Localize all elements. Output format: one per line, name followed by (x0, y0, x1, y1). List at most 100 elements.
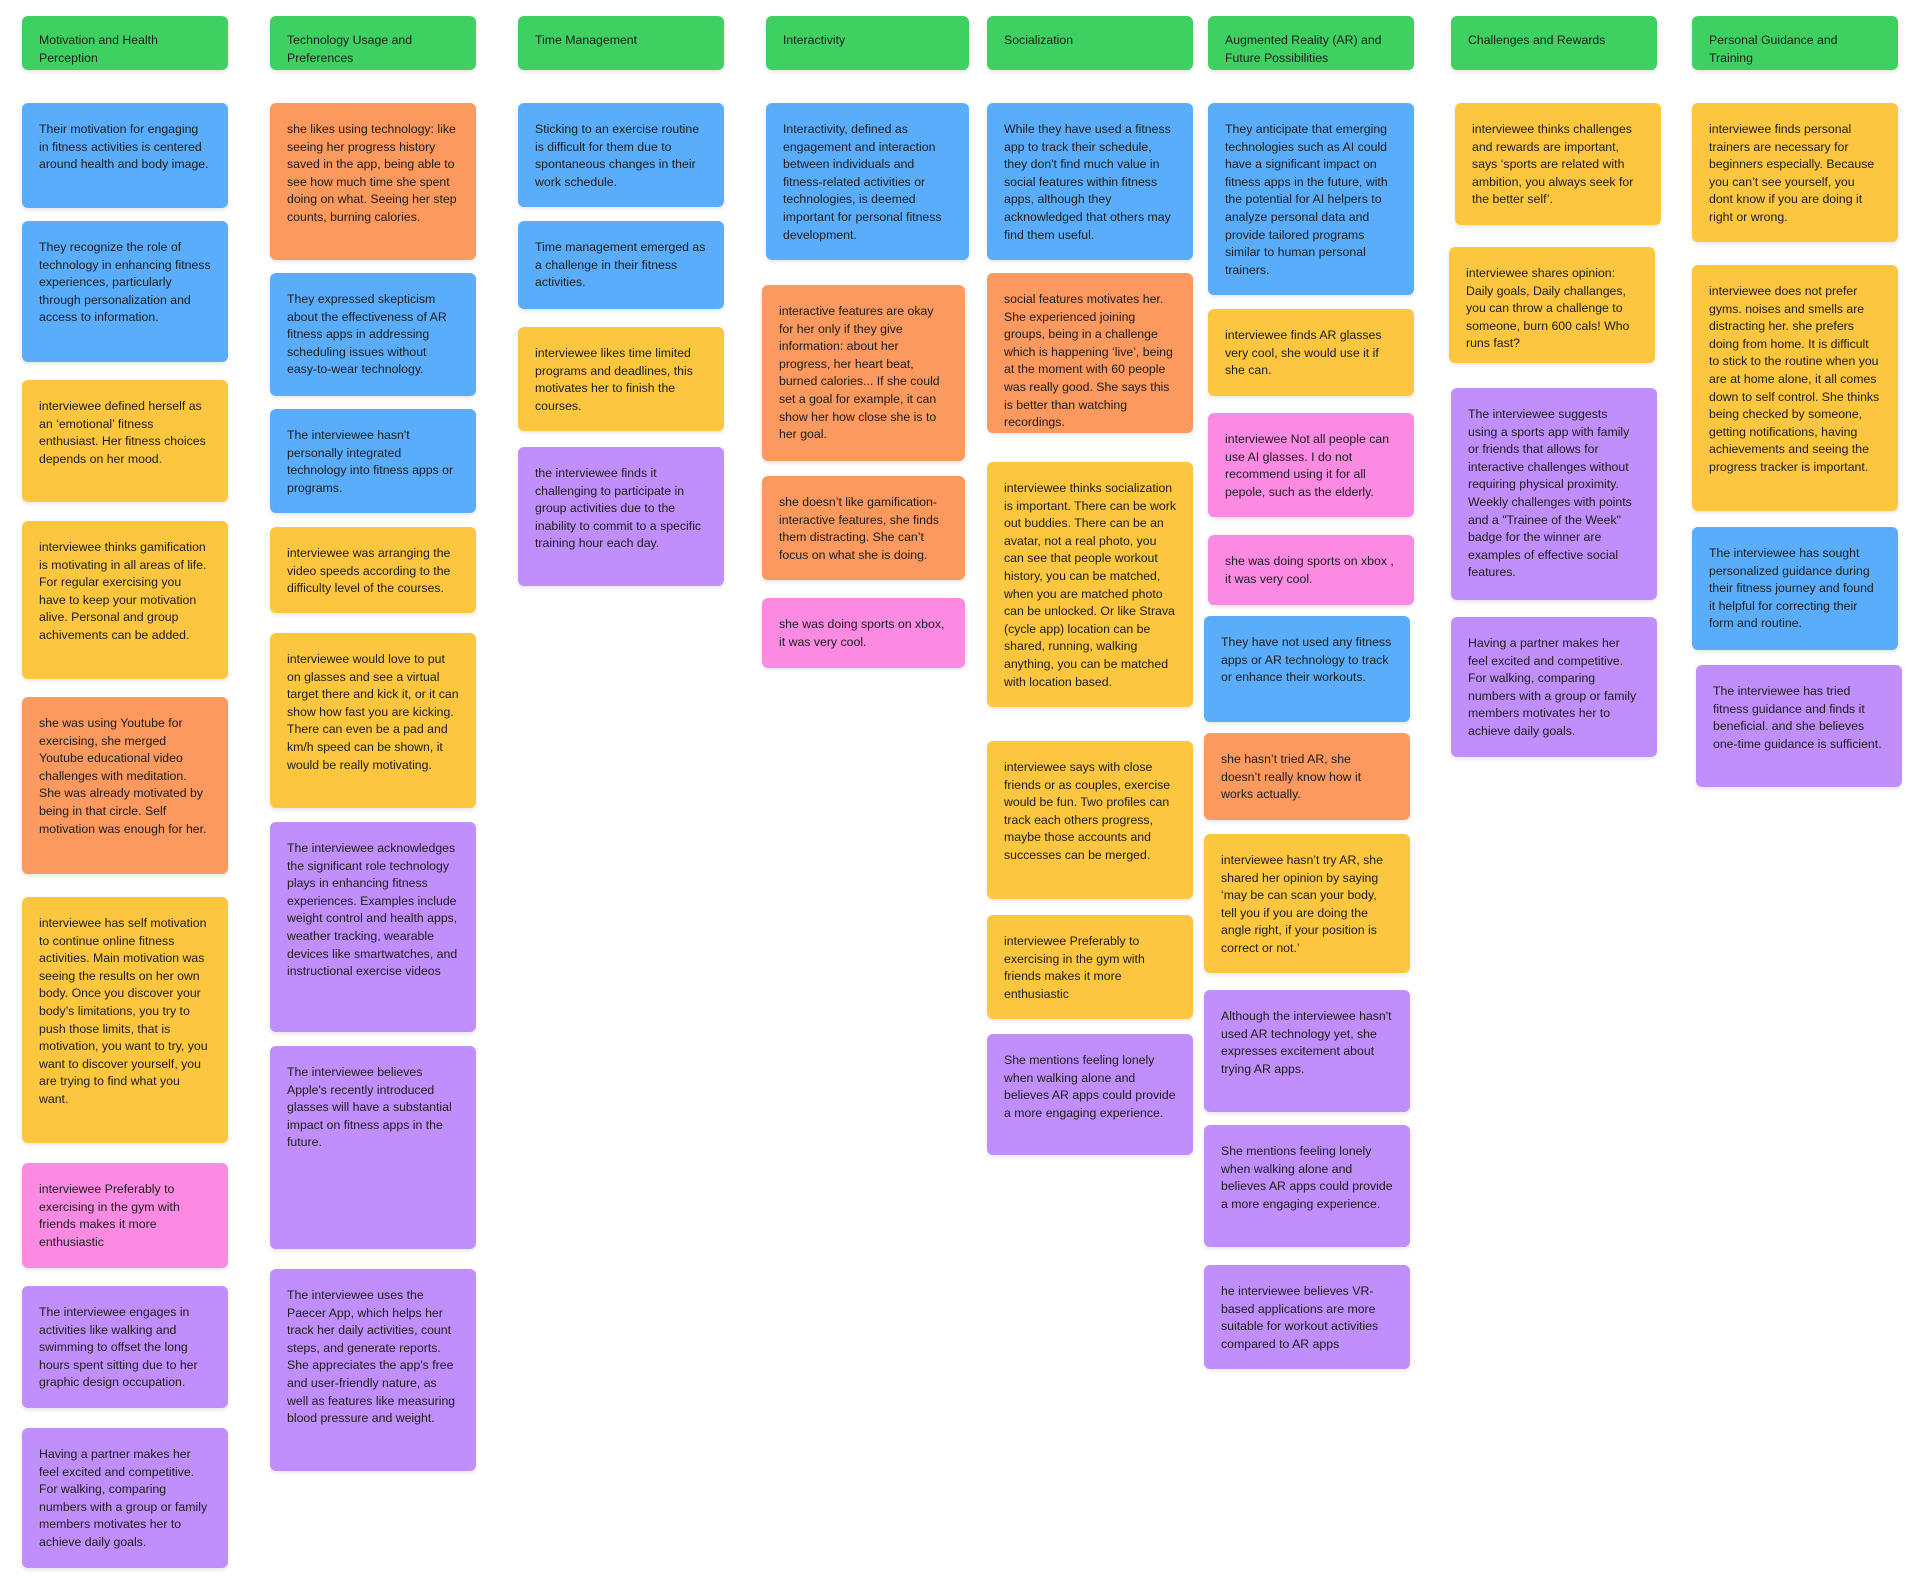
sticky-note[interactable]: she was using Youtube for exercising, sh… (22, 697, 228, 874)
sticky-note-text: They recognize the role of technology in… (39, 240, 211, 324)
sticky-note-text: interviewee has self motivation to conti… (39, 916, 208, 1106)
sticky-note-text: Technology Usage and Preferences (287, 33, 412, 65)
sticky-note[interactable]: she was doing sports on xbox , it was ve… (1208, 535, 1414, 605)
sticky-note[interactable]: Having a partner makes her feel excited … (1451, 617, 1657, 757)
sticky-note[interactable]: Sticking to an exercise routine is diffi… (518, 103, 724, 207)
sticky-note-text: interviewee defined herself as an ‘emoti… (39, 399, 206, 466)
sticky-note[interactable]: The interviewee acknowledges the signifi… (270, 822, 476, 1032)
sticky-note[interactable]: she hasn’t tried AR, she doesn’t really … (1204, 733, 1410, 820)
sticky-note-text: The interviewee acknowledges the signifi… (287, 841, 457, 978)
sticky-note-text: interviewee finds AR glasses very cool, … (1225, 328, 1382, 377)
sticky-note-text: Augmented Reality (AR) and Future Possib… (1225, 33, 1382, 65)
sticky-note[interactable]: interviewee thinks socialization is impo… (987, 462, 1193, 707)
sticky-note-text: Interactivity, defined as engagement and… (783, 122, 942, 242)
sticky-note[interactable]: The interviewee suggests using a sports … (1451, 388, 1657, 600)
sticky-note[interactable]: Interactivity, defined as engagement and… (766, 103, 969, 260)
sticky-note[interactable]: The interviewee believes Apple's recentl… (270, 1046, 476, 1249)
sticky-note-text: interviewee hasn’t try AR, she shared he… (1221, 853, 1383, 955)
sticky-note-text: interactive features are okay for her on… (779, 304, 940, 441)
sticky-note[interactable]: interviewee hasn’t try AR, she shared he… (1204, 834, 1410, 973)
sticky-note[interactable]: They anticipate that emerging technologi… (1208, 103, 1414, 295)
sticky-note-text: she was using Youtube for exercising, sh… (39, 716, 206, 836)
sticky-note-text: she likes using technology: like seeing … (287, 122, 457, 224)
sticky-note[interactable]: The interviewee hasn't personally integr… (270, 409, 476, 513)
sticky-note-text: interviewee was arranging the video spee… (287, 546, 450, 595)
sticky-note-text: She mentions feeling lonely when walking… (1004, 1053, 1176, 1120)
sticky-note-text: interviewee Preferably to exercising in … (1004, 934, 1145, 1001)
sticky-note-text: interviewee thinks socialization is impo… (1004, 481, 1176, 689)
sticky-note[interactable]: They have not used any fitness apps or A… (1204, 616, 1410, 722)
sticky-note[interactable]: interviewee thinks gamification is motiv… (22, 521, 228, 679)
sticky-note-text: interviewee thinks gamification is motiv… (39, 540, 206, 642)
sticky-note-text: Motivation and Health Perception (39, 33, 158, 65)
sticky-note-text: Having a partner makes her feel excited … (1468, 636, 1636, 738)
sticky-note[interactable]: The interviewee engages in activities li… (22, 1286, 228, 1408)
sticky-note[interactable]: interviewee shares opinion: Daily goals,… (1449, 247, 1655, 363)
sticky-note[interactable]: The interviewee uses the Paecer App, whi… (270, 1269, 476, 1471)
sticky-note[interactable]: interviewee has self motivation to conti… (22, 897, 228, 1143)
column-header[interactable]: Challenges and Rewards (1451, 16, 1657, 70)
column-header[interactable]: Socialization (987, 16, 1193, 70)
sticky-note[interactable]: interviewee would love to put on glasses… (270, 633, 476, 808)
column-header[interactable]: Time Management (518, 16, 724, 70)
sticky-note-text: The interviewee hasn't personally integr… (287, 428, 453, 495)
sticky-note-text: interviewee shares opinion: Daily goals,… (1466, 266, 1629, 350)
sticky-note-text: she was doing sports on xbox, it was ver… (779, 617, 944, 649)
sticky-note-text: They anticipate that emerging technologi… (1225, 122, 1388, 277)
sticky-note[interactable]: she doesn’t like gamification-interactiv… (762, 476, 965, 580)
column-header[interactable]: Augmented Reality (AR) and Future Possib… (1208, 16, 1414, 70)
sticky-note[interactable]: she likes using technology: like seeing … (270, 103, 476, 260)
sticky-note-text: the interviewee finds it challenging to … (535, 466, 701, 550)
column-header[interactable]: Personal Guidance and Training (1692, 16, 1898, 70)
column-header[interactable]: Interactivity (766, 16, 969, 70)
sticky-note-text: she doesn’t like gamification-interactiv… (779, 495, 939, 562)
sticky-note[interactable]: Their motivation for engaging in fitness… (22, 103, 228, 208)
sticky-note-text: While they have used a fitness app to tr… (1004, 122, 1171, 242)
sticky-note-text: she hasn’t tried AR, she doesn’t really … (1221, 752, 1361, 801)
sticky-note[interactable]: interviewee thinks challenges and reward… (1455, 103, 1661, 225)
sticky-note[interactable]: Having a partner makes her feel excited … (22, 1428, 228, 1568)
sticky-note[interactable]: the interviewee finds it challenging to … (518, 447, 724, 586)
sticky-note[interactable]: interviewee defined herself as an ‘emoti… (22, 380, 228, 502)
sticky-note[interactable]: interviewee finds personal trainers are … (1692, 103, 1898, 242)
sticky-note-text: Sticking to an exercise routine is diffi… (535, 122, 699, 189)
sticky-note[interactable]: interviewee was arranging the video spee… (270, 527, 476, 613)
sticky-note[interactable]: interviewee Preferably to exercising in … (22, 1163, 228, 1268)
sticky-note[interactable]: interviewee Preferably to exercising in … (987, 915, 1193, 1019)
sticky-note[interactable]: Time management emerged as a challenge i… (518, 221, 724, 309)
sticky-note[interactable]: She mentions feeling lonely when walking… (1204, 1125, 1410, 1247)
sticky-note-text: social features motivates her. She exper… (1004, 292, 1173, 429)
sticky-note[interactable]: She mentions feeling lonely when walking… (987, 1034, 1193, 1155)
sticky-note-text: Time Management (535, 33, 637, 47)
sticky-note-text: The interviewee uses the Paecer App, whi… (287, 1288, 455, 1425)
sticky-note-text: Personal Guidance and Training (1709, 33, 1838, 65)
sticky-note[interactable]: They recognize the role of technology in… (22, 221, 228, 362)
sticky-note[interactable]: he interviewee believes VR-based applica… (1204, 1265, 1410, 1369)
sticky-note[interactable]: interviewee Not all people can use AI gl… (1208, 413, 1414, 517)
sticky-note[interactable]: While they have used a fitness app to tr… (987, 103, 1193, 260)
sticky-note[interactable]: interviewee finds AR glasses very cool, … (1208, 309, 1414, 396)
sticky-note[interactable]: Although the interviewee hasn't used AR … (1204, 990, 1410, 1112)
sticky-note[interactable]: interactive features are okay for her on… (762, 285, 965, 461)
sticky-note-text: The interviewee engages in activities li… (39, 1305, 198, 1389)
sticky-note[interactable]: They expressed skepticism about the effe… (270, 273, 476, 396)
column-header[interactable]: Technology Usage and Preferences (270, 16, 476, 70)
sticky-note[interactable]: she was doing sports on xbox, it was ver… (762, 598, 965, 668)
sticky-note-text: The interviewee has tried fitness guidan… (1713, 684, 1882, 751)
sticky-note-text: Socialization (1004, 33, 1073, 47)
sticky-note[interactable]: interviewee does not prefer gyms. noises… (1692, 265, 1898, 511)
sticky-note-text: Challenges and Rewards (1468, 33, 1605, 47)
sticky-note-text: interviewee finds personal trainers are … (1709, 122, 1874, 224)
sticky-note-text: Interactivity (783, 33, 845, 47)
sticky-note[interactable]: interviewee says with close friends or a… (987, 741, 1193, 899)
sticky-note[interactable]: social features motivates her. She exper… (987, 273, 1193, 433)
sticky-note[interactable]: interviewee likes time limited programs … (518, 327, 724, 431)
sticky-note-text: she was doing sports on xbox , it was ve… (1225, 554, 1394, 586)
sticky-note[interactable]: The interviewee has sought personalized … (1692, 527, 1898, 650)
sticky-note-text: Time management emerged as a challenge i… (535, 240, 705, 289)
sticky-note-text: Although the interviewee hasn't used AR … (1221, 1009, 1392, 1076)
sticky-note[interactable]: The interviewee has tried fitness guidan… (1696, 665, 1902, 787)
column-header[interactable]: Motivation and Health Perception (22, 16, 228, 70)
sticky-note-text: The interviewee believes Apple's recentl… (287, 1065, 452, 1149)
